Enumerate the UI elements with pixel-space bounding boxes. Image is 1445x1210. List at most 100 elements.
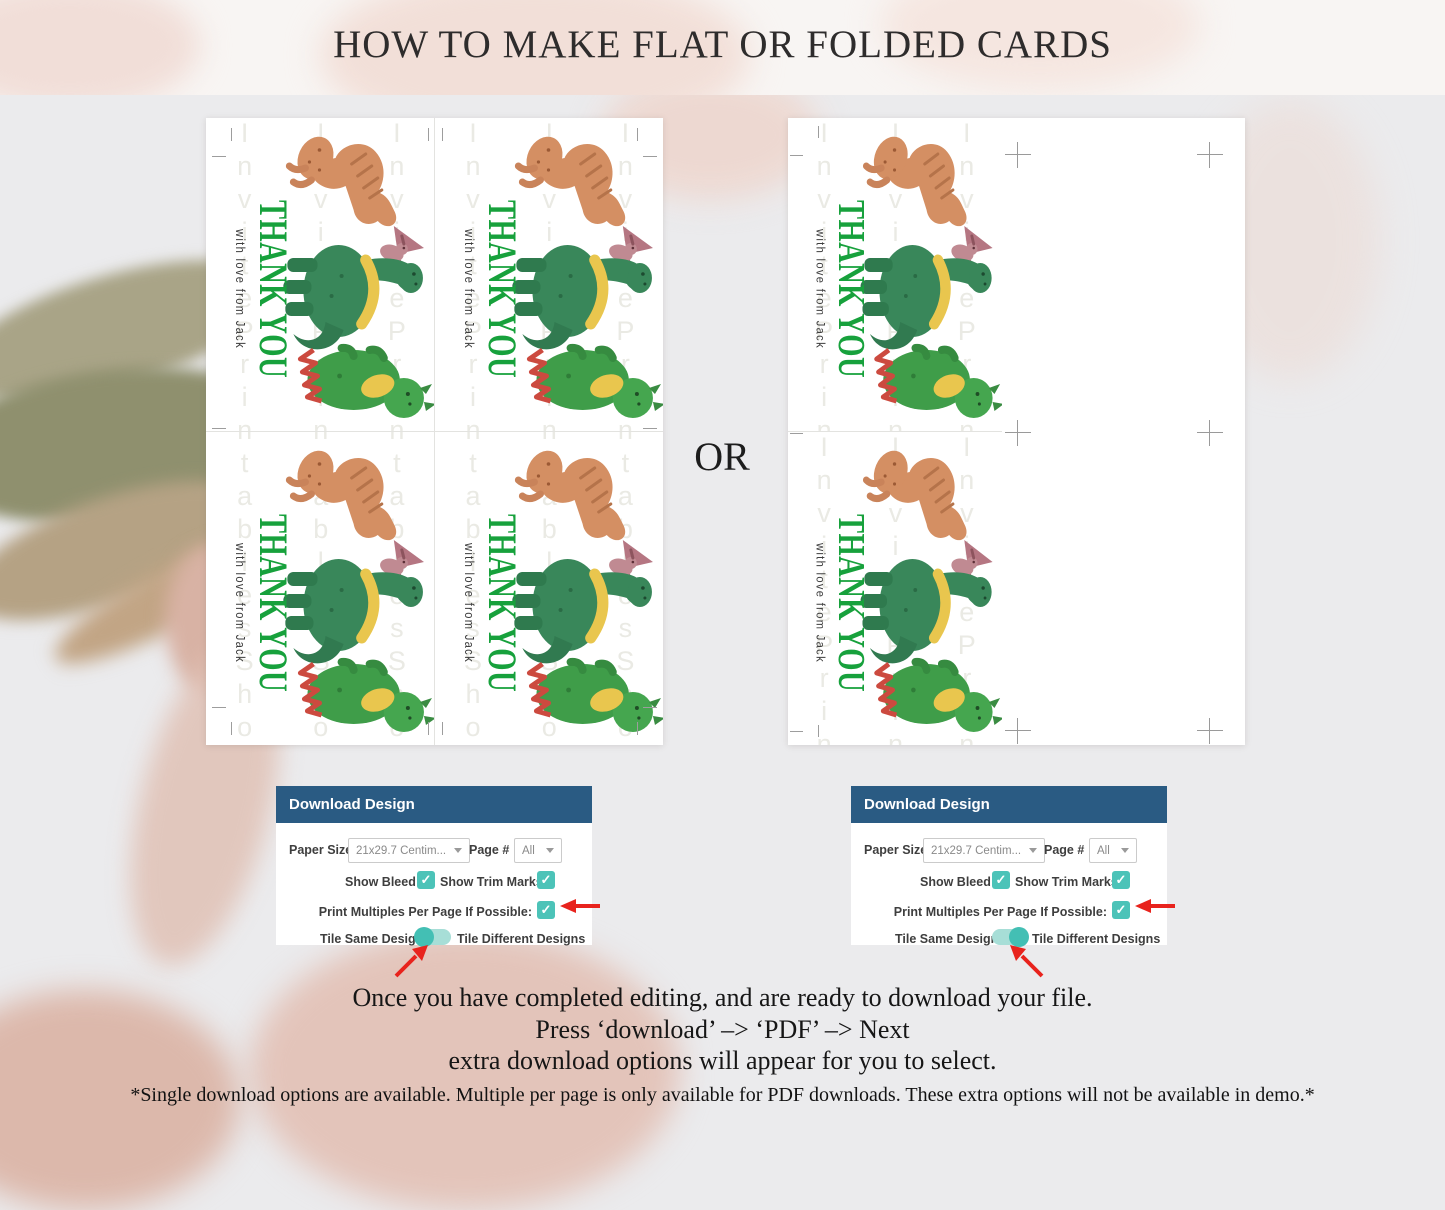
card-headline: THANK YOU bbox=[830, 514, 872, 692]
green-dragon-illustration bbox=[300, 662, 434, 732]
download-panel-folded: Download Design Paper Size 21x29.7 Centi… bbox=[851, 786, 1167, 947]
orange-dinosaur-illustration bbox=[866, 445, 966, 540]
trim-mark bbox=[637, 128, 638, 141]
tile-different-designs-label: Tile Different Designs bbox=[457, 932, 586, 946]
page-number-label: Page # bbox=[469, 843, 510, 857]
print-multiples-label: Print Multiples Per Page If Possible: bbox=[318, 905, 532, 919]
card-subline: with love from Jack bbox=[233, 542, 247, 663]
trim-mark bbox=[818, 725, 819, 737]
trim-mark bbox=[442, 128, 443, 141]
trim-mark bbox=[790, 731, 803, 732]
show-trim-marks-checkbox[interactable]: ✓ bbox=[537, 871, 555, 889]
show-trim-marks-checkbox[interactable]: ✓ bbox=[1112, 871, 1130, 889]
toggle-knob bbox=[1009, 927, 1029, 947]
page-number-label: Page # bbox=[1044, 843, 1085, 857]
trim-crosshair bbox=[1005, 142, 1031, 168]
trim-crosshair bbox=[1197, 142, 1223, 168]
trim-mark bbox=[212, 156, 226, 157]
flat-cards-sheet: InvitePrintablesShop InvitePrintablesShop… bbox=[206, 118, 663, 745]
card-headline: THANK YOU bbox=[251, 200, 296, 378]
thank-you-card-design: THANK YOU with love from Jack bbox=[813, 432, 1002, 745]
green-dinosaur-illustration bbox=[283, 559, 423, 663]
paper-size-dropdown[interactable]: 21x29.7 Centim... bbox=[923, 838, 1045, 863]
paper-size-label: Paper Size bbox=[864, 843, 928, 857]
download-panel-flat: Download Design Paper Size 21x29.7 Centi… bbox=[276, 786, 592, 947]
card-subline: with love from Jack bbox=[462, 542, 476, 663]
instruction-line: Once you have completed editing, and are… bbox=[352, 983, 1093, 1012]
instruction-line: Press ‘download’ –> ‘PDF’ –> Next bbox=[535, 1015, 910, 1044]
trim-mark bbox=[428, 128, 429, 141]
show-trim-marks-label: Show Trim Marks: bbox=[440, 875, 547, 889]
tile-same-design-label: Tile Same Design bbox=[320, 932, 424, 946]
green-dragon-illustration bbox=[529, 348, 663, 418]
trim-mark bbox=[428, 722, 429, 735]
trim-mark bbox=[790, 155, 803, 156]
show-bleed-label: Show Bleed: bbox=[345, 875, 421, 889]
card-headline: THANK YOU bbox=[251, 514, 296, 692]
chevron-down-icon bbox=[1121, 848, 1129, 853]
orange-dinosaur-illustration bbox=[518, 445, 625, 540]
trim-mark bbox=[643, 428, 657, 429]
card-subline: with love from Jack bbox=[813, 228, 827, 349]
show-bleed-label: Show Bleed: bbox=[920, 875, 996, 889]
trim-mark bbox=[790, 433, 803, 434]
trim-crosshair bbox=[1197, 420, 1223, 446]
card-cell: THANK YOU with love from Jack bbox=[788, 432, 1002, 745]
print-multiples-checkbox[interactable]: ✓ bbox=[537, 901, 555, 919]
page-number-dropdown[interactable]: All bbox=[514, 838, 562, 863]
green-dragon-illustration bbox=[529, 662, 663, 732]
green-dinosaur-illustration bbox=[512, 559, 652, 663]
thank-you-card-design: THANK YOU with love from Jack bbox=[233, 432, 434, 745]
card-subline: with love from Jack bbox=[813, 542, 827, 663]
card-cell: THANK YOU with love from Jack bbox=[435, 118, 663, 431]
tile-design-toggle[interactable] bbox=[414, 927, 451, 947]
thank-you-card-design: THANK YOU with love from Jack bbox=[462, 432, 663, 745]
trim-mark bbox=[212, 707, 226, 708]
panel-header: Download Design bbox=[851, 786, 1167, 823]
card-headline: THANK YOU bbox=[480, 200, 525, 378]
trim-mark bbox=[637, 722, 638, 735]
green-dragon-illustration bbox=[877, 662, 1002, 732]
page-number-dropdown[interactable]: All bbox=[1089, 838, 1137, 863]
trim-mark bbox=[442, 722, 443, 735]
show-bleed-checkbox[interactable]: ✓ bbox=[417, 871, 435, 889]
trim-mark bbox=[643, 707, 657, 708]
chevron-down-icon bbox=[1029, 848, 1037, 853]
card-headline: THANK YOU bbox=[830, 200, 872, 378]
show-bleed-checkbox[interactable]: ✓ bbox=[992, 871, 1010, 889]
panel-header: Download Design bbox=[276, 786, 592, 823]
folded-cards-sheet: InvitePrintablesShopInvitePrintablesShop… bbox=[788, 118, 1245, 745]
instruction-line: extra download options will appear for y… bbox=[448, 1046, 997, 1075]
green-dinosaur-illustration bbox=[283, 245, 423, 349]
thank-you-card-design: THANK YOU with love from Jack bbox=[233, 118, 434, 431]
card-cell: THANK YOU with love from Jack bbox=[206, 118, 434, 431]
paper-size-dropdown[interactable]: 21x29.7 Centim... bbox=[348, 838, 470, 863]
orange-dinosaur-illustration bbox=[289, 445, 396, 540]
cut-line bbox=[206, 431, 663, 432]
chevron-down-icon bbox=[454, 848, 462, 853]
fold-line bbox=[788, 431, 1002, 432]
tile-same-design-label: Tile Same Design bbox=[895, 932, 999, 946]
green-dinosaur-illustration bbox=[512, 245, 652, 349]
print-multiples-checkbox[interactable]: ✓ bbox=[1112, 901, 1130, 919]
card-subline: with love from Jack bbox=[462, 228, 476, 349]
or-separator: OR bbox=[694, 434, 750, 479]
tile-design-toggle[interactable] bbox=[992, 927, 1029, 947]
trim-mark bbox=[643, 156, 657, 157]
print-multiples-label: Print Multiples Per Page If Possible: bbox=[893, 905, 1107, 919]
trim-mark bbox=[231, 722, 232, 735]
green-dinosaur-illustration bbox=[861, 559, 992, 663]
tile-different-designs-label: Tile Different Designs bbox=[1032, 932, 1161, 946]
thank-you-card-design: THANK YOU with love from Jack bbox=[462, 118, 663, 431]
green-dragon-illustration bbox=[300, 348, 434, 418]
chevron-down-icon bbox=[546, 848, 554, 853]
orange-dinosaur-illustration bbox=[866, 131, 966, 226]
green-dinosaur-illustration bbox=[861, 245, 992, 349]
toggle-knob bbox=[414, 927, 434, 947]
page-title: HOW TO MAKE FLAT OR FOLDED CARDS bbox=[333, 23, 1112, 66]
trim-mark bbox=[818, 126, 819, 138]
trim-mark bbox=[212, 428, 226, 429]
paper-size-label: Paper Size bbox=[289, 843, 353, 857]
card-cell: THANK YOU with love from Jack bbox=[788, 118, 1002, 431]
